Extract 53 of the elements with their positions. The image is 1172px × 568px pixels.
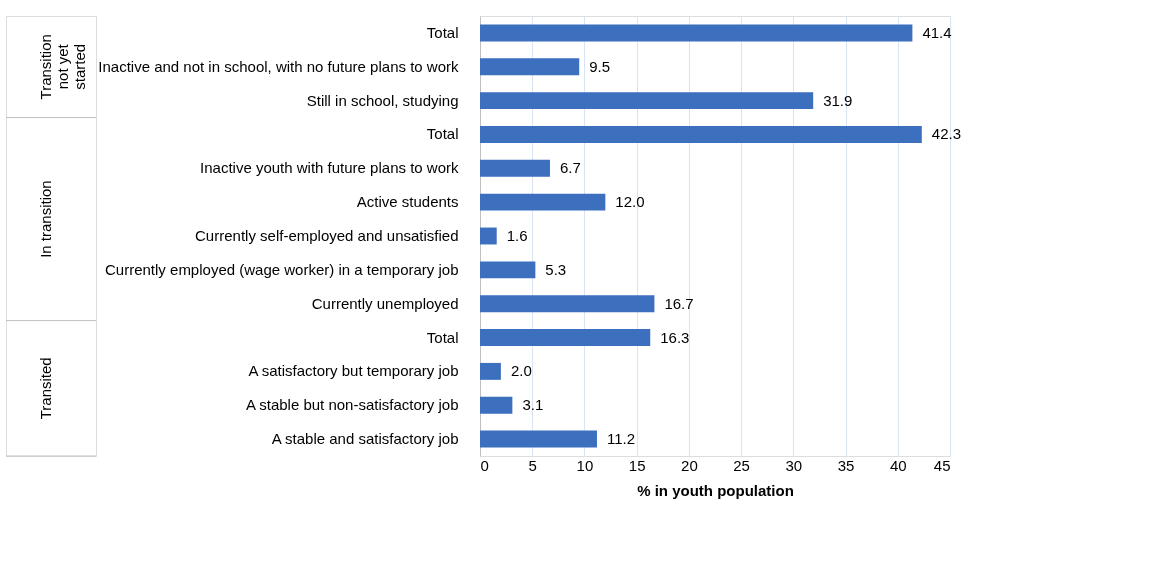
bar: [480, 24, 913, 42]
bar: [480, 92, 814, 110]
data-label: 2.0: [510, 362, 532, 380]
data-label: 16.3: [660, 328, 690, 346]
bar: [480, 295, 655, 313]
x-axis-title: % in youth population: [637, 481, 794, 499]
y-tick-label: Inactive and not in school, with no future plans to work: [98, 57, 459, 75]
bar: [480, 58, 580, 76]
y-tick-label: Total: [426, 23, 459, 41]
data-label: 16.7: [664, 294, 694, 312]
y-tick-label: Currently unemployed: [311, 294, 459, 312]
text: Transited: [37, 357, 54, 420]
bar: [480, 430, 597, 448]
bar: [480, 126, 922, 143]
x-tick-label: 35: [837, 456, 855, 474]
bar: [480, 193, 606, 211]
y-tick-label: Active students: [356, 193, 459, 211]
y-tick-label: Currently employed (wage worker) in a temporary job: [105, 260, 459, 278]
data-label: 12.0: [615, 193, 645, 211]
bar: [480, 159, 550, 177]
bar: [480, 261, 536, 279]
bar: [480, 227, 497, 245]
data-label: 42.3: [931, 125, 961, 143]
x-tick-label: 15: [628, 456, 646, 474]
x-tick-label: 5: [528, 456, 537, 474]
data-label: 3.1: [522, 396, 544, 414]
x-tick-label: 25: [733, 456, 750, 474]
y-tick-label: Inactive youth with future plans to work: [200, 159, 459, 177]
bar: [480, 329, 651, 346]
text: In transition: [37, 180, 54, 258]
data-label: 31.9: [823, 91, 853, 109]
y-tick-label: A stable but non-satisfactory job: [245, 396, 459, 414]
bar: [480, 396, 513, 414]
x-tick-label: 10: [576, 456, 594, 474]
y-tick-label: Still in school, studying: [306, 91, 459, 109]
x-tick-label: 45: [933, 456, 951, 474]
x-tick-label: 30: [785, 456, 803, 474]
y-tick-label: A satisfactory but temporary job: [248, 362, 459, 380]
text: Transition not yet started: [37, 34, 88, 100]
y-tick-label: Total: [426, 125, 459, 143]
y-tick-label: Total: [426, 328, 459, 346]
data-label: 1.6: [506, 227, 528, 244]
x-tick-label: 0: [480, 456, 489, 474]
data-label: 6.7: [559, 159, 581, 177]
data-label: 41.4: [922, 23, 952, 41]
x-tick-label: 20: [681, 456, 698, 474]
y-tick-label: A stable and satisfactory job: [271, 430, 459, 448]
x-tick-label: 40: [889, 456, 907, 474]
data-label: 11.2: [606, 430, 636, 448]
data-label: 5.3: [545, 260, 567, 278]
data-label: 9.5: [589, 57, 611, 75]
bar: [480, 362, 501, 380]
y-tick-label: Currently self-employed and unsatisfied: [195, 227, 459, 244]
